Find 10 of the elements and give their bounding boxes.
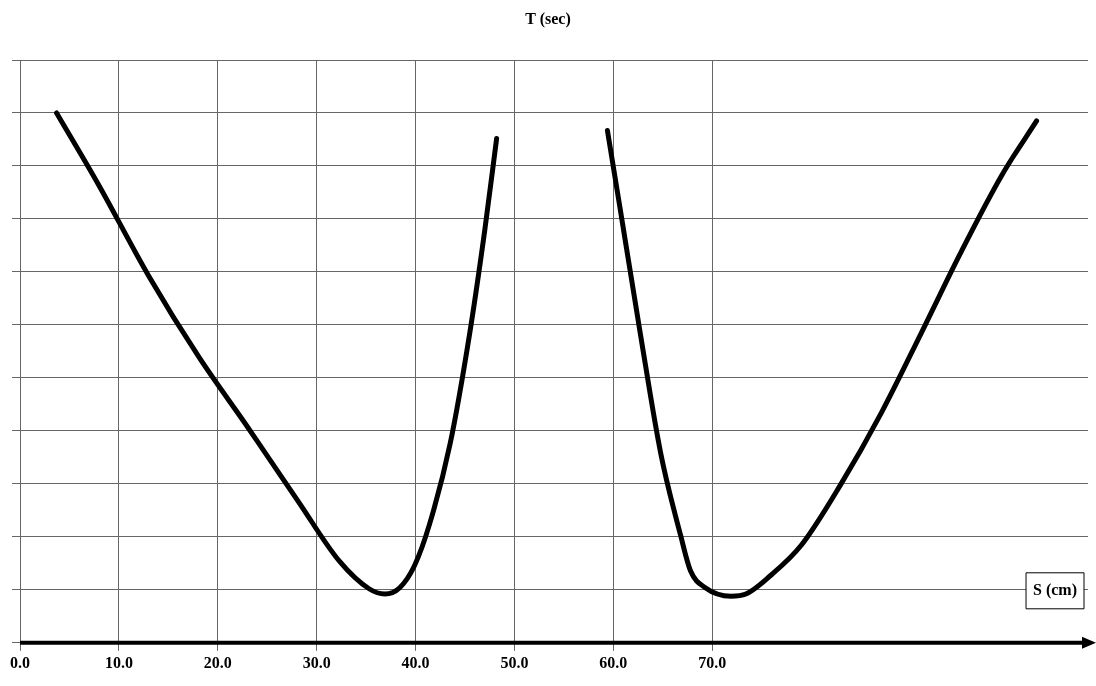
x-tick-label: 60.0: [599, 653, 628, 671]
x-tick-label: 40.0: [401, 653, 430, 671]
x-tick-label: 30.0: [302, 653, 331, 671]
text: T (sec): [524, 10, 572, 28]
x-tick-label: 70.0: [698, 653, 727, 671]
x-tick-label: 20.0: [203, 653, 232, 671]
x-tick-label: 0.0: [10, 653, 30, 671]
x-tick-label: 10.0: [104, 653, 133, 671]
x-tick-label: 50.0: [500, 653, 529, 671]
x-axis-title: S (cm): [1033, 580, 1077, 599]
